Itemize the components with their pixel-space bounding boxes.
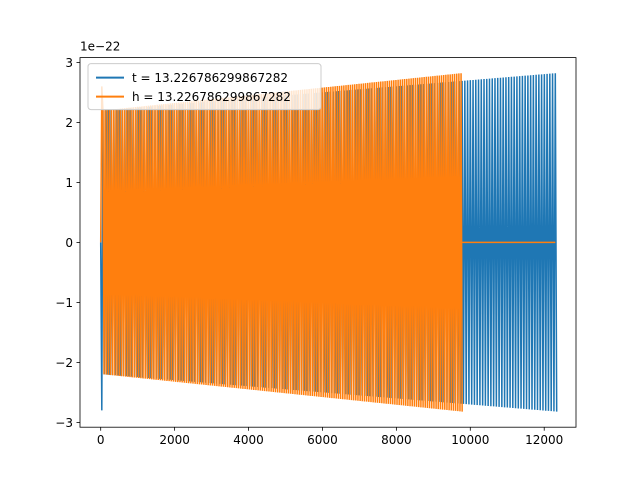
y-tick-label: 2 [65, 116, 73, 130]
y-tick-label: 3 [65, 56, 73, 70]
x-tick-label: 10000 [451, 433, 489, 447]
x-tick-label: 8000 [381, 433, 412, 447]
x-tick-label: 0 [97, 433, 105, 447]
x-tick-label: 4000 [233, 433, 264, 447]
axes: 0 2000 4000 6000 8000 10000 12000 −3 −2 −1 0 1 2 3 [55, 56, 577, 447]
x-tick-label: 6000 [307, 433, 338, 447]
x-tick-label: 2000 [159, 433, 190, 447]
y-tick-label: 1 [65, 176, 73, 190]
plot-area [99, 73, 558, 412]
x-tick-label: 12000 [525, 433, 563, 447]
y-tick-label: −2 [55, 356, 73, 370]
legend: t = 13.226786299867282 h = 13.2267862998… [87, 63, 322, 111]
y-axis-offset-label: 1e−22 [80, 40, 120, 54]
y-tick-label: −3 [55, 416, 73, 430]
series-2 [99, 73, 556, 412]
legend-entry-series-1: t = 13.226786299867282 [132, 71, 288, 85]
series-2-line [99, 73, 463, 412]
y-tick-label: −1 [55, 296, 73, 310]
y-tick-label: 0 [65, 236, 73, 250]
legend-entry-series-2: h = 13.226786299867282 [132, 90, 291, 104]
legend-box [87, 63, 322, 111]
